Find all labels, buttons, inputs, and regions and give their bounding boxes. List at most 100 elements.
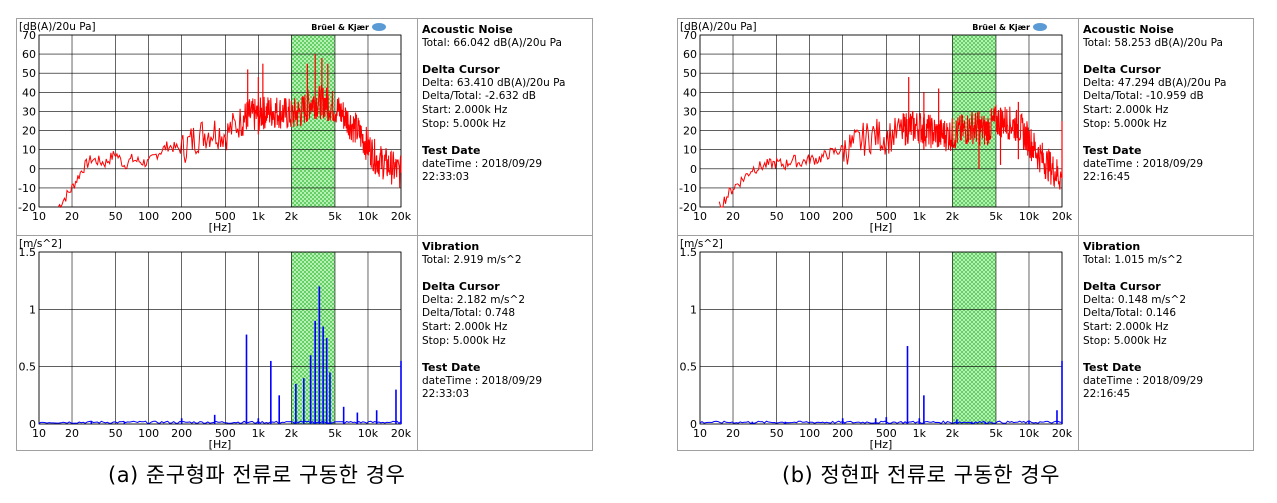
delta-stop: Stop: 5.000k Hz bbox=[422, 334, 506, 347]
test-date-heading: Test Date bbox=[1083, 361, 1142, 375]
delta-stop: Stop: 5.000k Hz bbox=[422, 117, 506, 130]
y-axis-label: [dB(A)/20u Pa] bbox=[19, 21, 96, 33]
caption-b: (b) 정현파 전류로 구동한 경우 bbox=[782, 463, 1060, 487]
y-tick-label: 1.5 bbox=[19, 246, 37, 259]
y-tick-label: 1 bbox=[690, 303, 697, 316]
x-tick-label: 50 bbox=[109, 210, 123, 223]
delta-start: Start: 2.000k Hz bbox=[422, 103, 508, 116]
x-tick-label: 5k bbox=[989, 210, 1003, 223]
delta-value: Delta: 47.294 dB(A)/20u Pa bbox=[1083, 76, 1227, 89]
x-tick-label: 10 bbox=[32, 427, 46, 440]
x-tick-label: 10 bbox=[693, 427, 707, 440]
vibration-heading: Vibration bbox=[1083, 240, 1141, 253]
y-tick-label: 1 bbox=[29, 303, 36, 316]
acoustic-chart-b: [dB(A)/20u Pa] -20 -10 0 10 20 30 40 50 60 70 10 20 5… bbox=[679, 21, 1073, 233]
y-tick-label: 50 bbox=[683, 67, 697, 80]
delta-stop: Stop: 5.000k Hz bbox=[1083, 117, 1167, 130]
y-axis-label: [dB(A)/20u Pa] bbox=[680, 21, 757, 33]
x-tick-label: 20 bbox=[726, 210, 740, 223]
delta-total-value: Delta/Total: -2.632 dB bbox=[422, 90, 537, 103]
brand-globe-icon bbox=[1033, 23, 1047, 31]
vibration-total: Total: 1.015 m/s^2 bbox=[1083, 253, 1183, 266]
x-tick-label: 20 bbox=[65, 427, 79, 440]
delta-total-value: Delta/Total: 0.748 bbox=[422, 307, 516, 320]
delta-cursor-heading: Delta Cursor bbox=[1083, 63, 1161, 77]
delta-cursor-heading: Delta Cursor bbox=[1083, 280, 1161, 294]
x-tick-label: 50 bbox=[770, 427, 784, 440]
x-tick-label: 50 bbox=[770, 210, 784, 223]
y-tick-label: 0 bbox=[690, 163, 697, 176]
y-tick-label: -20 bbox=[679, 201, 697, 214]
vibration-info-b: Vibration Total: 1.015 m/s^2 Delta Curso… bbox=[1078, 235, 1253, 450]
x-tick-label: 20 bbox=[65, 210, 79, 223]
acoustic-info-a: Acoustic Noise Total: 66.042 dB(A)/20u P… bbox=[417, 19, 592, 235]
plot-frame bbox=[38, 34, 402, 208]
delta-cursor-band bbox=[952, 35, 996, 207]
plot-frame bbox=[699, 34, 1063, 208]
test-date-value: dateTime : 2018/09/29 22:16:45 bbox=[1083, 157, 1204, 184]
x-tick-label: 20k bbox=[391, 427, 412, 440]
delta-start: Start: 2.000k Hz bbox=[422, 320, 508, 333]
x-tick-label: 100 bbox=[138, 427, 159, 440]
x-tick-label: 10k bbox=[1019, 210, 1040, 223]
x-axis-label: [Hz] bbox=[209, 438, 232, 450]
x-tick-label: 10k bbox=[1019, 427, 1040, 440]
test-date-value: dateTime : 2018/09/29 22:33:03 bbox=[422, 374, 543, 401]
x-axis-label: [Hz] bbox=[209, 221, 232, 233]
y-tick-label: 10 bbox=[683, 144, 697, 157]
caption-a: (a) 준구형파 전류로 구동한 경우 bbox=[108, 463, 406, 487]
y-tick-label: -10 bbox=[679, 182, 697, 195]
x-tick-label: 1k bbox=[252, 210, 266, 223]
x-tick-label: 20k bbox=[1052, 427, 1073, 440]
test-date-heading: Test Date bbox=[422, 144, 481, 158]
spectrum-line bbox=[718, 104, 1063, 208]
test-date-value: dateTime : 2018/09/29 22:16:45 bbox=[1083, 374, 1204, 401]
x-tick-label: 10 bbox=[693, 210, 707, 223]
acoustic-total: Total: 58.253 dB(A)/20u Pa bbox=[1083, 36, 1223, 49]
y-tick-label: 40 bbox=[683, 86, 697, 99]
y-tick-label: 70 bbox=[22, 29, 36, 42]
y-tick-label: 70 bbox=[683, 29, 697, 42]
vibration-heading: Vibration bbox=[422, 240, 480, 253]
y-tick-label: 0 bbox=[29, 163, 36, 176]
x-tick-label: 5k bbox=[328, 427, 342, 440]
vibration-plot-a: [m/s^2] 0 0.5 1 1.5 10 20 50 100 200 500 1k 2k 5k 10k 2… bbox=[17, 235, 417, 450]
x-tick-label: 2k bbox=[285, 210, 299, 223]
y-tick-label: 60 bbox=[683, 48, 697, 61]
x-tick-label: 200 bbox=[171, 427, 192, 440]
y-tick-label: 20 bbox=[683, 125, 697, 138]
x-tick-label: 50 bbox=[109, 427, 123, 440]
acoustic-info-b: Acoustic Noise Total: 58.253 dB(A)/20u P… bbox=[1078, 19, 1253, 235]
x-tick-label: 200 bbox=[832, 427, 853, 440]
acoustic-chart-a: [dB(A)/20u Pa] -20 -10 0 10 20 30 40 50 60 70 10 20 5… bbox=[18, 21, 412, 233]
brand-globe-icon bbox=[372, 23, 386, 31]
delta-start: Start: 2.000k Hz bbox=[1083, 320, 1169, 333]
y-tick-label: 0.5 bbox=[19, 361, 37, 374]
x-tick-label: 2k bbox=[285, 427, 299, 440]
x-tick-label: 1k bbox=[913, 210, 927, 223]
test-date-heading: Test Date bbox=[1083, 144, 1142, 158]
x-tick-label: 1k bbox=[913, 427, 927, 440]
x-tick-label: 1k bbox=[252, 427, 266, 440]
delta-value: Delta: 2.182 m/s^2 bbox=[422, 293, 526, 306]
y-tick-label: -20 bbox=[18, 201, 36, 214]
x-axis-label: [Hz] bbox=[870, 438, 893, 450]
x-tick-label: 100 bbox=[138, 210, 159, 223]
y-tick-label: -10 bbox=[18, 182, 36, 195]
delta-start: Start: 2.000k Hz bbox=[1083, 103, 1169, 116]
x-tick-label: 200 bbox=[832, 210, 853, 223]
y-tick-label: 0 bbox=[29, 418, 36, 431]
vibration-chart-b: [m/s^2] 0 0.5 1 1.5 10 20 50 100 200 500 1k 2k 5k 10k 2… bbox=[680, 238, 1073, 450]
x-tick-label: 10k bbox=[358, 210, 379, 223]
x-tick-label: 2k bbox=[946, 210, 960, 223]
delta-value: Delta: 0.148 m/s^2 bbox=[1083, 293, 1187, 306]
x-tick-label: 10k bbox=[358, 427, 379, 440]
x-tick-label: 20k bbox=[1052, 210, 1073, 223]
delta-cursor-heading: Delta Cursor bbox=[422, 280, 500, 294]
delta-cursor-band bbox=[952, 252, 996, 424]
delta-value: Delta: 63.410 dB(A)/20u Pa bbox=[422, 76, 566, 89]
y-axis-label: [m/s^2] bbox=[680, 238, 723, 250]
y-tick-label: 50 bbox=[22, 67, 36, 80]
x-tick-label: 500 bbox=[215, 210, 236, 223]
analyzer-panel-b: [dB(A)/20u Pa] -20 -10 0 10 20 30 40 50 60 70 10 20 5… bbox=[677, 18, 1254, 451]
